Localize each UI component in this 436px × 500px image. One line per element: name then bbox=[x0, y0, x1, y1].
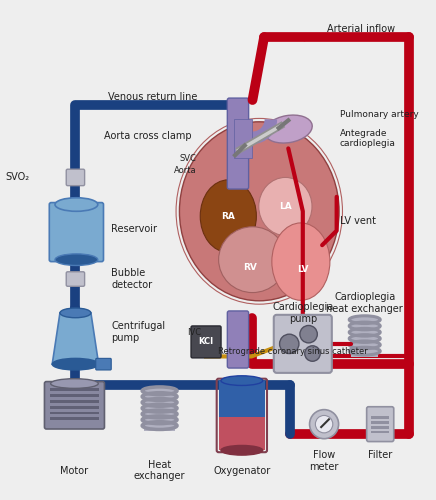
FancyBboxPatch shape bbox=[234, 120, 252, 158]
Text: Centrifugal
pump: Centrifugal pump bbox=[111, 322, 165, 343]
Circle shape bbox=[310, 410, 339, 438]
Text: Filter: Filter bbox=[368, 450, 392, 460]
Ellipse shape bbox=[259, 178, 312, 236]
Bar bbox=[371, 416, 389, 419]
FancyBboxPatch shape bbox=[227, 98, 249, 189]
Text: LA: LA bbox=[279, 202, 292, 211]
Text: Arterial inflow: Arterial inflow bbox=[327, 24, 395, 34]
Text: Cardioplegia
heat exchanger: Cardioplegia heat exchanger bbox=[327, 292, 403, 314]
FancyBboxPatch shape bbox=[44, 382, 105, 429]
Text: Retrograde coronary sinus catheter: Retrograde coronary sinus catheter bbox=[218, 347, 368, 356]
Ellipse shape bbox=[272, 223, 330, 300]
Text: LV vent: LV vent bbox=[340, 216, 375, 226]
Ellipse shape bbox=[221, 376, 263, 386]
Text: Venous return line: Venous return line bbox=[108, 92, 198, 102]
Ellipse shape bbox=[218, 227, 286, 292]
FancyBboxPatch shape bbox=[66, 169, 85, 186]
FancyBboxPatch shape bbox=[96, 358, 111, 370]
Ellipse shape bbox=[200, 180, 256, 252]
FancyBboxPatch shape bbox=[191, 326, 221, 358]
Bar bbox=[50, 412, 99, 414]
Circle shape bbox=[305, 346, 320, 362]
Text: RV: RV bbox=[243, 263, 256, 272]
FancyBboxPatch shape bbox=[274, 315, 332, 373]
Polygon shape bbox=[52, 313, 99, 364]
Text: Aorta cross clamp: Aorta cross clamp bbox=[104, 131, 191, 141]
Text: RA: RA bbox=[221, 212, 235, 220]
Ellipse shape bbox=[60, 308, 91, 318]
Circle shape bbox=[300, 326, 317, 343]
Bar bbox=[371, 431, 389, 434]
FancyBboxPatch shape bbox=[218, 380, 265, 418]
FancyBboxPatch shape bbox=[66, 272, 85, 286]
Ellipse shape bbox=[55, 254, 98, 266]
Bar bbox=[50, 418, 99, 420]
Circle shape bbox=[279, 334, 299, 353]
Text: Reservoir: Reservoir bbox=[111, 224, 157, 234]
Text: SVO₂: SVO₂ bbox=[6, 172, 30, 182]
Text: Pulmonary artery: Pulmonary artery bbox=[340, 110, 418, 119]
Bar bbox=[50, 406, 99, 408]
Bar bbox=[50, 388, 99, 392]
Text: Cardioplegia
pump: Cardioplegia pump bbox=[272, 302, 334, 324]
Bar bbox=[50, 394, 99, 397]
FancyBboxPatch shape bbox=[218, 416, 265, 450]
Text: Antegrade
cardioplegia: Antegrade cardioplegia bbox=[340, 129, 395, 148]
Bar bbox=[50, 400, 99, 403]
Text: KCl: KCl bbox=[198, 338, 214, 346]
Bar bbox=[371, 422, 389, 424]
Ellipse shape bbox=[221, 446, 263, 455]
Text: Aorta: Aorta bbox=[174, 166, 196, 175]
Text: Heat
exchanger: Heat exchanger bbox=[134, 460, 185, 481]
Text: Flow
meter: Flow meter bbox=[310, 450, 339, 472]
Text: Motor: Motor bbox=[61, 466, 89, 475]
Text: SVC: SVC bbox=[180, 154, 196, 162]
Ellipse shape bbox=[55, 198, 98, 211]
Bar bbox=[371, 426, 389, 428]
Bar bbox=[351, 317, 378, 358]
Text: Oxygenator: Oxygenator bbox=[213, 466, 270, 475]
Text: Bubble
detector: Bubble detector bbox=[111, 268, 152, 290]
Ellipse shape bbox=[51, 378, 98, 388]
FancyBboxPatch shape bbox=[227, 311, 249, 368]
Text: LV: LV bbox=[297, 265, 309, 274]
FancyBboxPatch shape bbox=[367, 406, 394, 442]
Text: IVC: IVC bbox=[187, 328, 201, 336]
Bar bbox=[144, 388, 175, 432]
Circle shape bbox=[315, 416, 333, 433]
FancyBboxPatch shape bbox=[49, 202, 103, 262]
Ellipse shape bbox=[52, 358, 99, 370]
Ellipse shape bbox=[264, 115, 312, 143]
Ellipse shape bbox=[180, 122, 339, 301]
